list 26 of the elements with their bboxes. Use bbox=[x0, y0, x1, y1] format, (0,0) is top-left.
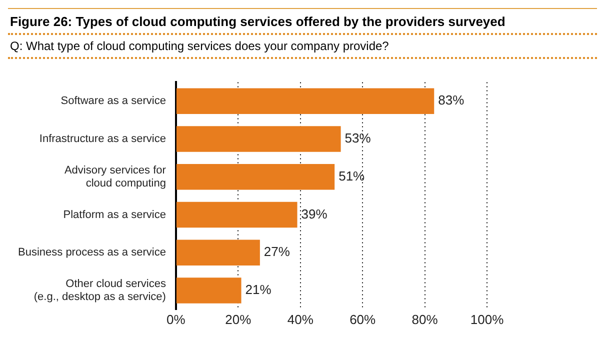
bar bbox=[176, 88, 434, 114]
x-tick-label: 80% bbox=[412, 312, 438, 327]
data-label: 27% bbox=[264, 244, 290, 260]
bar bbox=[176, 278, 242, 304]
x-tick-label: 40% bbox=[287, 312, 314, 327]
bar bbox=[176, 126, 341, 152]
bar bbox=[176, 240, 260, 266]
x-tick-label: 0% bbox=[166, 312, 186, 327]
data-label: 83% bbox=[438, 92, 465, 108]
y-tick-label: Advisory services for cloud computing bbox=[64, 164, 166, 190]
y-tick-label: Platform as a service bbox=[63, 208, 166, 221]
y-tick-label: Software as a service bbox=[60, 95, 166, 108]
y-tick-label: Infrastructure as a service bbox=[39, 133, 166, 146]
chart-subtitle: Q: What type of cloud computing services does your company provide? bbox=[8, 35, 597, 59]
x-tick-label: 100% bbox=[470, 312, 504, 327]
x-tick-label: 60% bbox=[350, 312, 376, 327]
data-label: 51% bbox=[338, 168, 366, 184]
bar bbox=[176, 202, 298, 228]
x-tick-label: 20% bbox=[225, 312, 252, 327]
y-tick-label: Other cloud services (e.g., desktop as a service) bbox=[34, 278, 166, 304]
bar bbox=[176, 164, 335, 190]
data-label: 21% bbox=[245, 282, 272, 298]
y-tick-label: Business process as a service bbox=[18, 246, 166, 259]
chart-title: Figure 26: Types of cloud computing services offered by the providers surveyed bbox=[8, 8, 597, 35]
data-label: 39% bbox=[301, 206, 328, 222]
data-label: 53% bbox=[344, 130, 372, 146]
